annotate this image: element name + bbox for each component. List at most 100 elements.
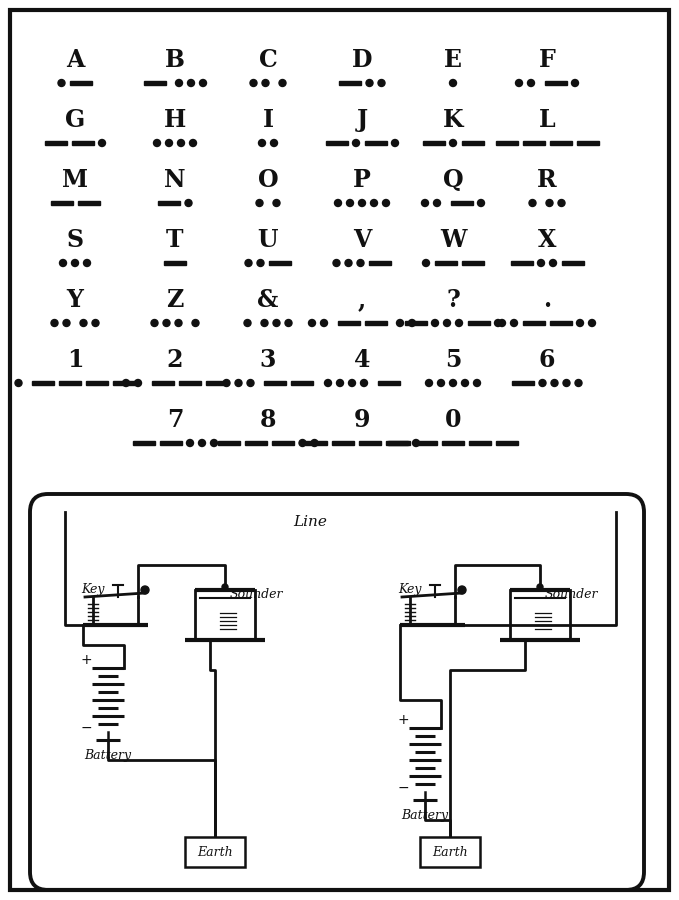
Bar [218, 441, 240, 446]
Circle shape [575, 380, 582, 386]
Bar [469, 441, 491, 446]
Circle shape [122, 380, 130, 386]
Circle shape [392, 140, 399, 147]
Bar [206, 381, 227, 385]
Text: L: L [538, 108, 555, 132]
Bar [386, 441, 407, 446]
Circle shape [382, 200, 390, 206]
Circle shape [409, 320, 416, 327]
FancyBboxPatch shape [10, 10, 669, 890]
Circle shape [189, 140, 196, 147]
Text: N: N [164, 168, 186, 192]
Circle shape [153, 140, 160, 147]
Text: P: P [353, 168, 371, 192]
Circle shape [589, 320, 595, 327]
Circle shape [311, 439, 318, 446]
Circle shape [279, 79, 286, 86]
Text: −: − [80, 721, 92, 735]
Circle shape [515, 79, 523, 86]
Circle shape [198, 439, 206, 446]
Circle shape [325, 380, 331, 386]
Circle shape [175, 79, 183, 86]
Text: 0: 0 [445, 408, 461, 432]
Text: V: V [353, 228, 371, 252]
Circle shape [63, 320, 70, 327]
Circle shape [549, 259, 557, 266]
Bar [86, 381, 108, 385]
Text: Z: Z [166, 288, 184, 312]
Circle shape [187, 439, 194, 446]
Bar [264, 381, 286, 385]
Text: Battery: Battery [401, 808, 449, 822]
Bar [143, 81, 166, 86]
Text: F: F [538, 48, 555, 72]
Text: Sounder: Sounder [230, 589, 284, 601]
Bar [50, 201, 73, 205]
Text: R: R [537, 168, 557, 192]
Circle shape [528, 79, 534, 86]
Bar [378, 381, 399, 385]
Circle shape [346, 200, 354, 206]
Circle shape [192, 320, 199, 327]
Bar [496, 140, 517, 145]
Bar [365, 140, 386, 145]
Text: 5: 5 [445, 348, 461, 372]
Circle shape [433, 200, 441, 206]
Circle shape [223, 380, 230, 386]
Circle shape [333, 259, 340, 266]
Text: 6: 6 [538, 348, 555, 372]
Circle shape [247, 380, 254, 386]
Bar [462, 140, 483, 145]
Text: +: + [397, 713, 409, 727]
Bar [496, 441, 518, 446]
Text: 8: 8 [260, 408, 276, 432]
Text: J: J [356, 108, 367, 132]
Circle shape [84, 259, 90, 266]
Circle shape [285, 320, 292, 327]
Circle shape [422, 200, 428, 206]
Bar [339, 81, 361, 86]
Circle shape [437, 380, 445, 386]
Circle shape [558, 200, 565, 206]
Bar [545, 81, 566, 86]
Circle shape [538, 259, 545, 266]
Circle shape [473, 380, 481, 386]
Bar [245, 441, 267, 446]
Text: +: + [80, 653, 92, 667]
Circle shape [71, 259, 79, 266]
Circle shape [357, 259, 364, 266]
Circle shape [366, 79, 373, 86]
Circle shape [426, 380, 433, 386]
Text: A: A [66, 48, 84, 72]
Circle shape [348, 380, 356, 386]
Bar [132, 441, 155, 446]
Bar [365, 320, 386, 325]
Bar [549, 320, 572, 325]
Text: Line: Line [293, 515, 327, 529]
Circle shape [511, 320, 517, 327]
Bar [576, 140, 598, 145]
Circle shape [539, 380, 546, 386]
Text: 4: 4 [354, 348, 370, 372]
Text: Earth: Earth [197, 845, 233, 859]
Circle shape [320, 320, 327, 327]
Circle shape [80, 320, 87, 327]
Circle shape [273, 200, 280, 206]
Text: Y: Y [67, 288, 84, 312]
Circle shape [431, 320, 439, 327]
Circle shape [92, 320, 99, 327]
Circle shape [456, 320, 462, 327]
Circle shape [270, 140, 278, 147]
Bar [70, 81, 92, 86]
Bar [32, 381, 54, 385]
Circle shape [177, 140, 185, 147]
Bar [337, 320, 359, 325]
Text: Earth: Earth [433, 845, 468, 859]
Bar [71, 140, 94, 145]
Bar [468, 320, 490, 325]
Circle shape [337, 380, 344, 386]
Text: −: − [397, 781, 409, 795]
Bar [151, 381, 174, 385]
Text: M: M [62, 168, 88, 192]
Circle shape [200, 79, 206, 86]
